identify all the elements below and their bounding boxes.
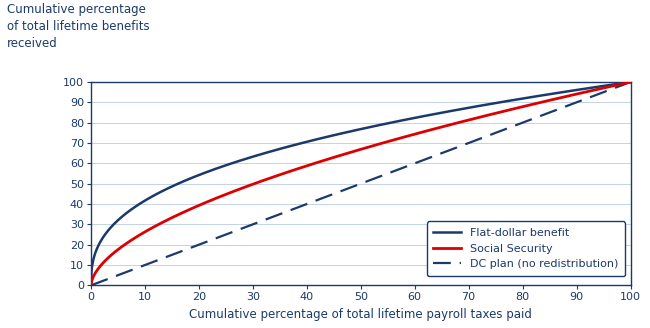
Legend: Flat-dollar benefit, Social Security, DC plan (no redistribution): Flat-dollar benefit, Social Security, DC… (426, 221, 625, 276)
Text: Cumulative percentage
of total lifetime benefits
received: Cumulative percentage of total lifetime … (6, 3, 149, 50)
X-axis label: Cumulative percentage of total lifetime payroll taxes paid: Cumulative percentage of total lifetime … (189, 308, 532, 321)
